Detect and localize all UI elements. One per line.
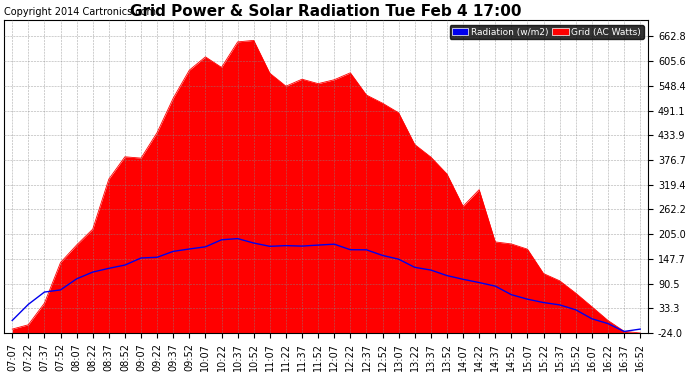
Text: Copyright 2014 Cartronics.com: Copyright 2014 Cartronics.com [4, 7, 156, 17]
Title: Grid Power & Solar Radiation Tue Feb 4 17:00: Grid Power & Solar Radiation Tue Feb 4 1… [130, 4, 522, 19]
Legend: Radiation (w/m2), Grid (AC Watts): Radiation (w/m2), Grid (AC Watts) [449, 25, 644, 39]
